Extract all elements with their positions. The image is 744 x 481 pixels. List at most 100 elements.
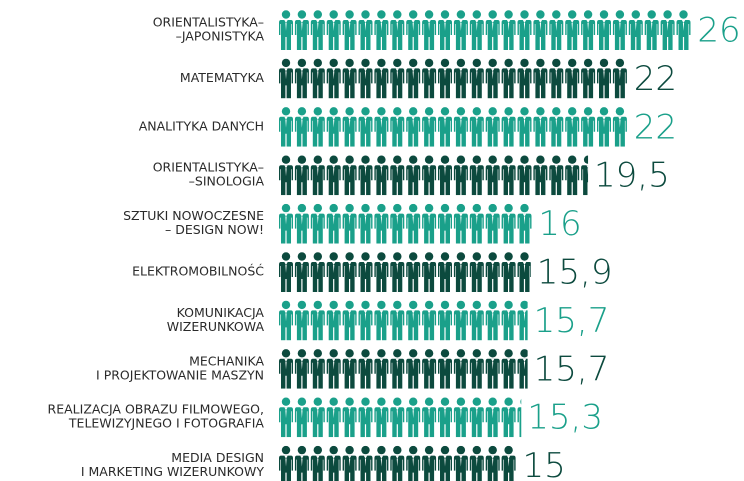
person-icon: [279, 10, 293, 50]
person-icon: [453, 300, 468, 341]
value-label: 15: [523, 446, 566, 481]
person-icon: [310, 349, 325, 389]
person-icon: [310, 252, 325, 292]
person-icon: [581, 10, 596, 50]
person-icon: [406, 300, 421, 341]
person-icon: [358, 300, 373, 341]
value-label: 15,3: [527, 398, 603, 438]
person-icon: [342, 203, 357, 244]
person-icon: [660, 10, 675, 50]
person-icon: [279, 445, 293, 481]
person-icon: [406, 107, 421, 147]
category-label: MECHANIKA: [189, 353, 264, 368]
person-icon: [374, 349, 389, 389]
person-icon: [501, 349, 516, 389]
person-icon: [501, 203, 516, 244]
person-icon: [453, 58, 468, 99]
person-icon: [406, 445, 421, 481]
person-icon: [517, 349, 528, 389]
person-icon: [422, 203, 437, 244]
person-icon: [342, 58, 357, 99]
person-icon: [501, 397, 516, 438]
person-icon: [390, 445, 405, 481]
person-icon: [469, 107, 484, 147]
person-icon: [374, 10, 389, 50]
person-icon: [310, 397, 325, 438]
person-icon: [485, 252, 500, 292]
icon-row: [279, 10, 691, 50]
person-icon: [374, 397, 389, 438]
icon-row: [279, 397, 522, 438]
person-icon: [453, 155, 468, 196]
person-icon: [453, 397, 468, 438]
person-icon: [422, 349, 437, 389]
category-label: SZTUKI NOWOCZESNE: [123, 208, 264, 223]
person-icon: [517, 10, 532, 50]
person-icon: [310, 10, 325, 50]
person-icon: [438, 10, 452, 50]
category-label: WIZERUNKOWA: [167, 319, 265, 334]
person-icon: [438, 349, 452, 389]
person-icon: [501, 445, 516, 481]
person-icon: [390, 10, 405, 50]
person-icon: [597, 107, 611, 147]
person-icon: [501, 252, 516, 292]
person-icon: [453, 203, 468, 244]
person-icon: [326, 203, 341, 244]
person-icon: [597, 58, 611, 99]
person-icon: [438, 300, 452, 341]
icon-row: [279, 107, 627, 147]
person-icon: [501, 300, 516, 341]
category-label: MEDIA DESIGN: [171, 450, 264, 465]
person-icon: [279, 252, 293, 292]
person-icon: [501, 10, 516, 50]
person-icon: [406, 349, 421, 389]
person-icon: [453, 349, 468, 389]
person-icon: [342, 349, 357, 389]
value-label: 22: [634, 59, 677, 99]
person-icon: [342, 107, 357, 147]
person-icon: [326, 300, 341, 341]
person-icon: [358, 397, 373, 438]
person-icon: [294, 10, 309, 50]
person-icon: [390, 300, 405, 341]
person-icon: [279, 155, 293, 196]
person-icon: [374, 58, 389, 99]
person-icon: [358, 155, 373, 196]
person-icon: [326, 155, 341, 196]
person-icon: [406, 10, 421, 50]
category-label: – DESIGN NOW!: [165, 222, 264, 237]
category-label: KOMUNIKACJA: [177, 305, 265, 320]
value-label: 19,5: [594, 156, 670, 196]
person-icon: [358, 10, 373, 50]
person-icon: [422, 252, 437, 292]
person-icon: [406, 58, 421, 99]
value-label: 26: [697, 11, 740, 51]
person-icon: [628, 10, 643, 50]
person-icon: [453, 445, 468, 481]
person-icon: [342, 10, 357, 50]
person-icon: [469, 155, 484, 196]
person-icon: [469, 445, 484, 481]
person-icon: [453, 107, 468, 147]
person-icon: [326, 445, 341, 481]
person-icon: [422, 155, 437, 196]
person-icon: [438, 155, 452, 196]
person-icon: [517, 300, 528, 341]
person-icon: [342, 155, 357, 196]
category-label: ELEKTROMOBILNOŚĆ: [132, 264, 264, 279]
person-icon: [438, 252, 452, 292]
person-icon: [533, 10, 548, 50]
person-icon: [485, 445, 500, 481]
person-icon: [676, 10, 691, 50]
person-icon: [310, 445, 325, 481]
person-icon: [358, 203, 373, 244]
person-icon: [390, 252, 405, 292]
icon-row: [279, 58, 627, 99]
category-label: I MARKETING WIZERUNKOWY: [81, 464, 265, 479]
person-icon: [469, 252, 484, 292]
person-icon: [390, 397, 405, 438]
person-icon: [612, 10, 627, 50]
icon-row: [279, 300, 528, 341]
person-icon: [501, 58, 516, 99]
